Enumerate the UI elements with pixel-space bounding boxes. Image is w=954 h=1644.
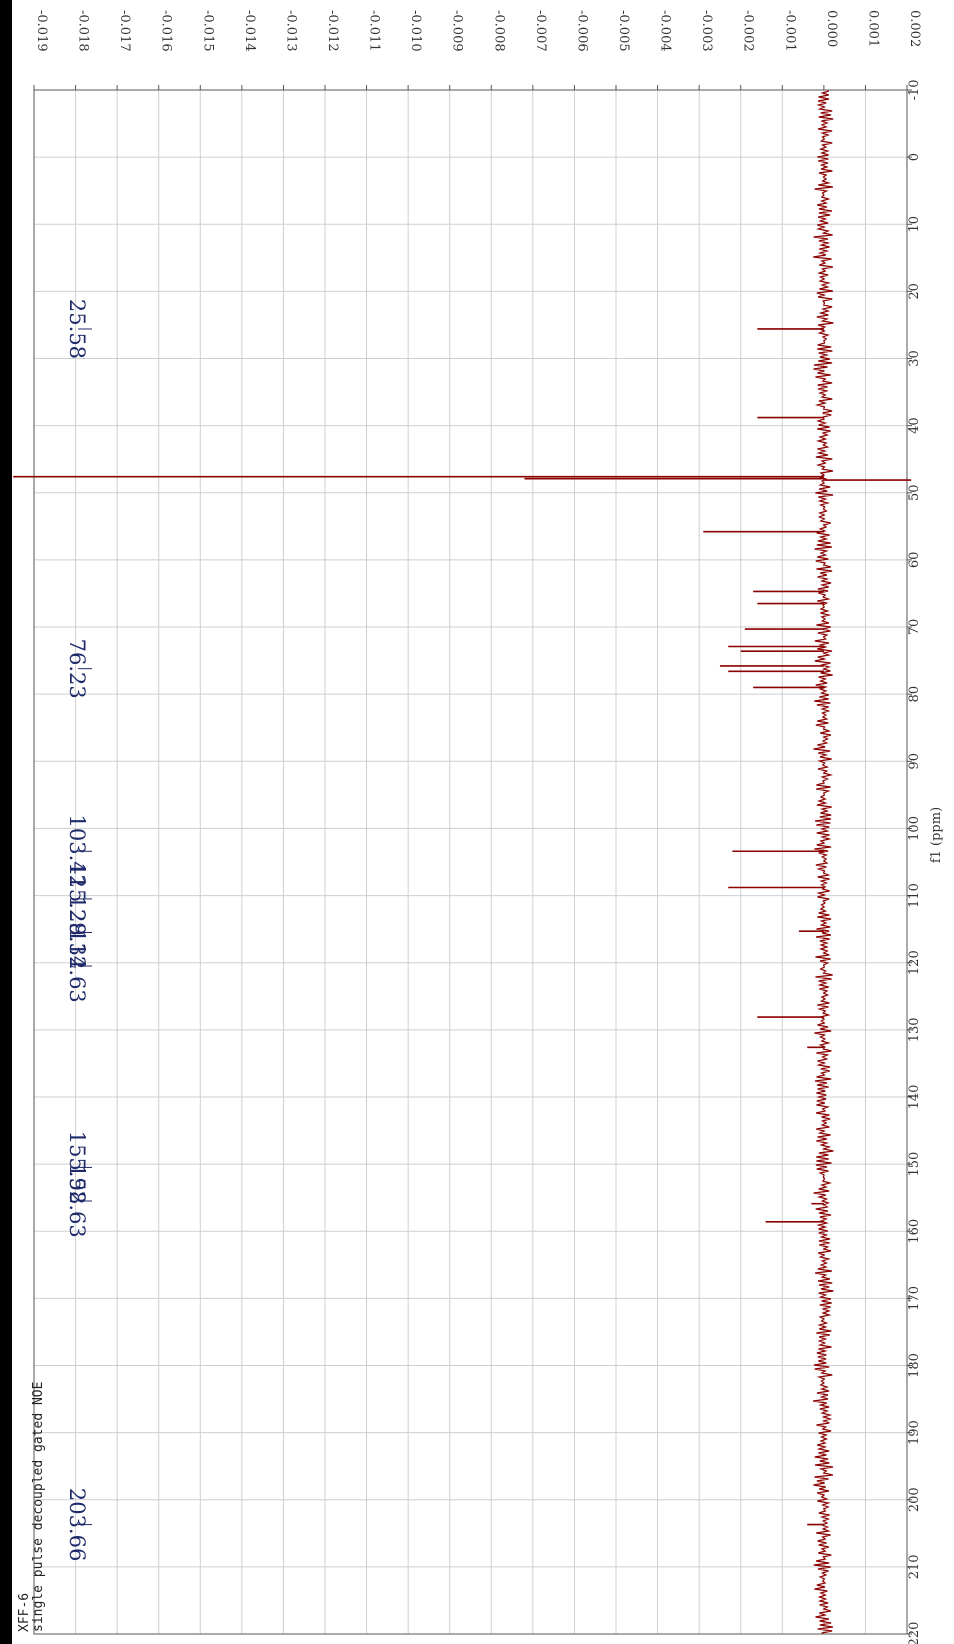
ppm-tick-label: 130 (907, 1017, 922, 1042)
ppm-tick-label: 200 (907, 1487, 922, 1512)
intensity-tick-label: -0.001 (782, 10, 797, 52)
intensity-tick-label: -0.002 (741, 10, 756, 52)
intensity-tick-label: -0.014 (242, 10, 257, 52)
intensity-tick-label: -0.010 (408, 10, 423, 52)
ppm-tick-label: 30 (907, 350, 922, 367)
intensity-tick-label: -0.008 (491, 10, 506, 52)
experiment-name: XFF-6 (17, 1593, 32, 1632)
spectrum-baseline (813, 90, 834, 1634)
ppm-tick-label: 160 (907, 1219, 922, 1244)
ppm-tick-label: 80 (907, 686, 922, 703)
left-border-bar (0, 0, 12, 1644)
intensity-tick-label: -0.017 (117, 10, 132, 52)
ppm-tick-label: 50 (907, 485, 922, 502)
ppm-tick-label: 40 (907, 417, 922, 434)
ppm-tick-label: -10 (907, 80, 922, 101)
grid (33, 89, 908, 1635)
peak-labels: 25.5876.23103.42115.29128.14132.63155.92… (65, 299, 92, 1561)
ppm-tick-label: 210 (907, 1554, 922, 1579)
experiment-description: single pulse decoupled gated NOE (31, 1382, 46, 1632)
ppm-tick-label: 110 (907, 883, 922, 908)
axes (33, 85, 912, 1635)
ppm-tick-label: 0 (907, 153, 922, 161)
ppm-tick-label: 120 (907, 950, 922, 975)
intensity-tick-label: -0.018 (76, 10, 91, 52)
tick-labels: -10 0 10 20 30 40 50 60 70 80 90 100 110 120 130 140 150… (34, 10, 922, 1644)
intensity-tick-label: -0.003 (699, 10, 714, 52)
intensity-tick-label: -0.015 (200, 10, 215, 52)
intensity-tick-label: -0.009 (450, 10, 465, 52)
intensity-tick-label: 0.001 (865, 10, 880, 47)
intensity-tick-label: -0.012 (325, 10, 340, 52)
spectrum-trace (13, 90, 912, 1634)
ppm-tick-label: 70 (907, 619, 922, 636)
ppm-tick-label: 140 (907, 1085, 922, 1110)
ppm-tick-label: 170 (907, 1286, 922, 1311)
intensity-tick-label: -0.006 (574, 10, 589, 52)
intensity-tick-label: 0.002 (907, 10, 922, 47)
ppm-tick-label: 60 (907, 552, 922, 569)
ppm-tick-label: 90 (907, 753, 922, 770)
ppm-tick-label: 180 (907, 1353, 922, 1378)
x-axis-title: f1 (ppm) (929, 807, 944, 863)
ppm-tick-label: 20 (907, 283, 922, 300)
ppm-tick-label: 10 (907, 216, 922, 233)
intensity-tick-label: -0.019 (34, 10, 49, 52)
intensity-tick-label: -0.011 (367, 10, 382, 52)
intensity-tick-label: -0.016 (159, 10, 174, 52)
ppm-tick-label: 190 (907, 1420, 922, 1445)
plot-frame (33, 89, 908, 1635)
intensity-tick-label: 0.000 (824, 10, 839, 47)
intensity-tick-label: -0.013 (283, 10, 298, 52)
ppm-tick-label: 220 (907, 1622, 922, 1644)
intensity-tick-label: -0.005 (616, 10, 631, 52)
ppm-tick-label: 100 (907, 816, 922, 841)
ppm-tick-label: 150 (907, 1152, 922, 1177)
intensity-tick-label: -0.007 (533, 10, 548, 52)
intensity-tick-label: -0.004 (658, 10, 673, 52)
